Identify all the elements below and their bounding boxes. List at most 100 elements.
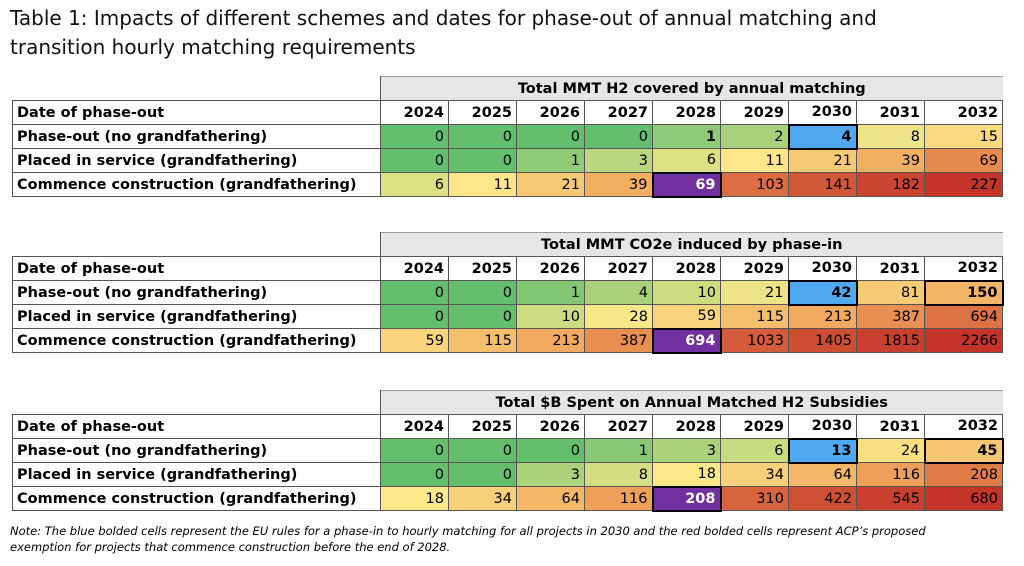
value-cell: 0 bbox=[448, 148, 517, 173]
value-cell: 21 bbox=[788, 148, 857, 173]
value-cell: 1405 bbox=[788, 328, 857, 353]
value-cell: 18 bbox=[652, 462, 721, 487]
header-cell: 2026 bbox=[516, 256, 585, 281]
value-cell: 545 bbox=[856, 486, 925, 511]
header-cell: 2031 bbox=[856, 256, 925, 281]
value-cell: 21 bbox=[720, 280, 789, 305]
value-cell: 680 bbox=[924, 486, 1003, 511]
row-label: Placed in service (grandfathering) bbox=[12, 148, 381, 173]
table-heading: Total $B Spent on Annual Matched H2 Subs… bbox=[380, 390, 1003, 415]
value-cell: 1 bbox=[652, 124, 721, 149]
value-cell: 69 bbox=[924, 148, 1003, 173]
header-cell: 2030 bbox=[788, 100, 857, 125]
value-cell: 13 bbox=[787, 437, 858, 464]
value-cell: 208 bbox=[651, 485, 722, 512]
value-cell: 64 bbox=[516, 486, 585, 511]
header-cell: 2030 bbox=[788, 414, 857, 439]
title: Table 1: Impacts of different schemes an… bbox=[10, 6, 877, 59]
value-cell: 64 bbox=[788, 462, 857, 487]
header-cell: 2031 bbox=[856, 414, 925, 439]
value-cell: 1 bbox=[516, 148, 585, 173]
value-cell: 213 bbox=[788, 304, 857, 329]
header-cell: 2024 bbox=[380, 256, 449, 281]
value-cell: 150 bbox=[923, 279, 1004, 306]
header-cell: 2025 bbox=[448, 414, 517, 439]
value-cell: 182 bbox=[856, 172, 925, 197]
value-cell: 3 bbox=[584, 148, 653, 173]
value-cell: 0 bbox=[448, 280, 517, 305]
header-row: Date of phase-out 2024 2025 2026 2027 2028 202… bbox=[12, 100, 1003, 125]
value-cell: 6 bbox=[652, 148, 721, 173]
header-cell: 2024 bbox=[380, 100, 449, 125]
header-row: Date of phase-out 2024 2025 2026 2027 2028 202… bbox=[12, 414, 1003, 439]
value-cell: 24 bbox=[856, 438, 925, 463]
value-cell: 387 bbox=[856, 304, 925, 329]
data-table: Total $B Spent on Annual Matched H2 Subs… bbox=[12, 390, 1004, 512]
value-cell: 42 bbox=[787, 279, 858, 306]
row-label: Commence construction (grandfathering) bbox=[12, 486, 381, 511]
value-cell: 0 bbox=[380, 462, 449, 487]
value-cell: 0 bbox=[380, 148, 449, 173]
header-cell: 2029 bbox=[720, 100, 789, 125]
value-cell: 2266 bbox=[924, 328, 1003, 353]
value-cell: 213 bbox=[516, 328, 585, 353]
header-cell: 2029 bbox=[720, 256, 789, 281]
header-row: Date of phase-out 2024 2025 2026 2027 2028 202… bbox=[12, 256, 1003, 281]
blank bbox=[12, 232, 381, 257]
data-row: Phase-out (no grandfathering) 0 0 0 0 1 2 4 8 15 bbox=[12, 123, 1003, 150]
header-cell: 2027 bbox=[584, 100, 653, 125]
data-row: Phase-out (no grandfathering) 0 0 1 4 10 21 42 8… bbox=[12, 279, 1004, 306]
header-cell: Date of phase-out bbox=[12, 414, 381, 439]
header-cell: Date of phase-out bbox=[12, 100, 381, 125]
value-cell: 15 bbox=[924, 124, 1003, 149]
value-cell: 115 bbox=[448, 328, 517, 353]
value-cell: 141 bbox=[788, 172, 857, 197]
value-cell: 115 bbox=[720, 304, 789, 329]
value-cell: 227 bbox=[924, 172, 1003, 197]
value-cell: 0 bbox=[516, 438, 585, 463]
value-cell: 34 bbox=[448, 486, 517, 511]
value-cell: 45 bbox=[923, 437, 1004, 464]
value-cell: 6 bbox=[380, 172, 449, 197]
row-label: Phase-out (no grandfathering) bbox=[12, 280, 381, 305]
header-cell: 2026 bbox=[516, 414, 585, 439]
value-cell: 39 bbox=[584, 172, 653, 197]
data-row: Placed in service (grandfathering) 0 0 3 8 18… bbox=[12, 462, 1003, 487]
header-cell: 2031 bbox=[856, 100, 925, 125]
header-cell: 2028 bbox=[652, 256, 721, 281]
row-label: Phase-out (no grandfathering) bbox=[12, 438, 381, 463]
value-cell: 116 bbox=[856, 462, 925, 487]
value-cell: 21 bbox=[516, 172, 585, 197]
value-cell: 103 bbox=[720, 172, 789, 197]
value-cell: 0 bbox=[380, 280, 449, 305]
value-cell: 11 bbox=[720, 148, 789, 173]
value-cell: 69 bbox=[651, 171, 722, 198]
value-cell: 34 bbox=[720, 462, 789, 487]
value-cell: 18 bbox=[380, 486, 449, 511]
header-cell: 2026 bbox=[516, 100, 585, 125]
value-cell: 10 bbox=[652, 280, 721, 305]
header-cell: 2024 bbox=[380, 414, 449, 439]
note: Note: The blue bolded cells represent th… bbox=[10, 524, 926, 554]
value-cell: 8 bbox=[584, 462, 653, 487]
value-cell: 0 bbox=[448, 462, 517, 487]
heading-row: Total MMT H2 covered by annual matching bbox=[12, 76, 1003, 101]
value-cell: 0 bbox=[380, 124, 449, 149]
header-cell: 2027 bbox=[584, 256, 653, 281]
header-cell: 2027 bbox=[584, 414, 653, 439]
header-cell: 2025 bbox=[448, 100, 517, 125]
row-label: Commence construction (grandfathering) bbox=[12, 172, 381, 197]
table-heading: Total MMT H2 covered by annual matching bbox=[380, 76, 1003, 101]
value-cell: 116 bbox=[584, 486, 653, 511]
header-cell: 2028 bbox=[652, 414, 721, 439]
value-cell: 28 bbox=[584, 304, 653, 329]
value-cell: 1033 bbox=[720, 328, 789, 353]
value-cell: 310 bbox=[720, 486, 789, 511]
value-cell: 694 bbox=[651, 327, 722, 354]
value-cell: 0 bbox=[448, 438, 517, 463]
table-heading: Total MMT CO2e induced by phase-in bbox=[380, 232, 1003, 257]
header-cell: 2025 bbox=[448, 256, 517, 281]
value-cell: 6 bbox=[720, 438, 789, 463]
value-cell: 4 bbox=[787, 123, 858, 150]
